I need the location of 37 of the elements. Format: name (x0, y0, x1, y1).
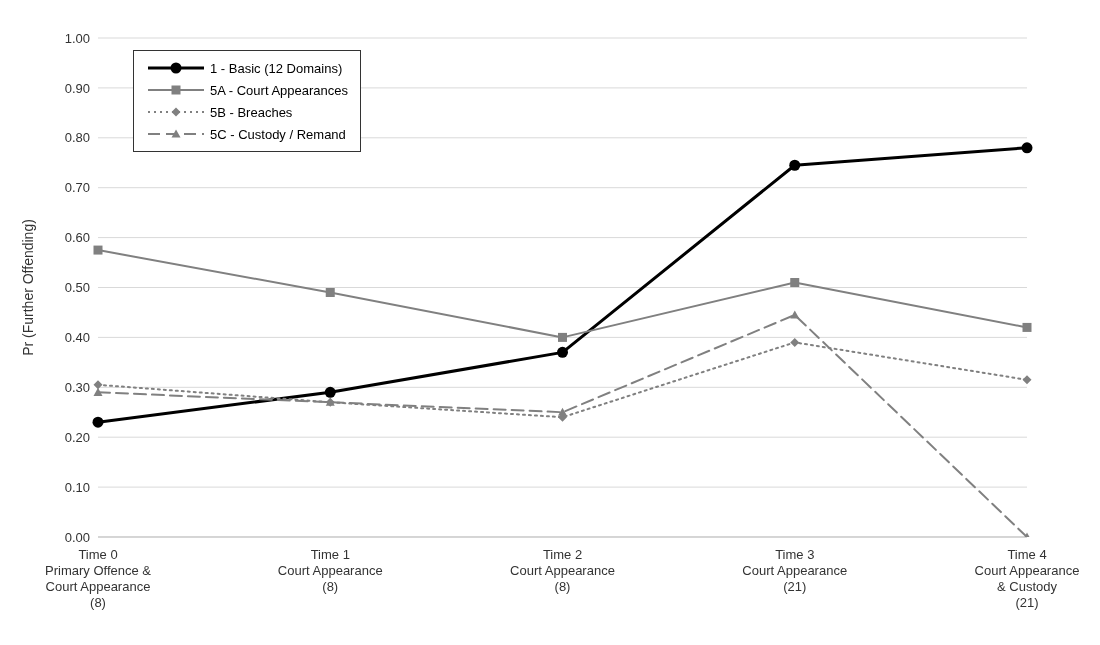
x-tick-label: Time 4 Court Appearance & Custody (21) (974, 547, 1080, 610)
point (558, 407, 567, 416)
x-tick-label: Time 1 Court Appearance (8) (277, 547, 383, 594)
y-tick-label: 0.90 (64, 80, 90, 96)
point (1021, 142, 1033, 154)
x-tick-label: Time 2 Court Appearance (8) (510, 547, 615, 594)
x-tick-label: Time 3 Court Appearance (21) (742, 547, 848, 594)
point (93, 245, 103, 255)
point (1022, 322, 1032, 332)
y-tick-label: 0.50 (64, 280, 90, 296)
point (558, 332, 567, 342)
y-tick-label: 1.00 (64, 30, 90, 46)
y-tick-label: 0.40 (64, 330, 90, 346)
legend-label: 1 - Basic (12 Domains) (210, 60, 343, 76)
y-tick-label: 0.30 (64, 379, 90, 395)
point (1022, 375, 1032, 385)
point (557, 346, 568, 358)
legend-label: 5C - Custody / Remand (210, 126, 346, 142)
y-tick-label: 0.10 (64, 479, 90, 495)
legend-label: 5A - Court Appearances (210, 82, 349, 98)
y-tick-label: 0.80 (64, 130, 90, 146)
point (93, 380, 103, 390)
point (325, 287, 335, 297)
x-tick-label: Time 0 Primary Offence & Court Appearance (8) (45, 547, 152, 610)
point (93, 387, 103, 396)
legend-label: 5B - Breaches (210, 104, 293, 120)
point (324, 386, 336, 398)
point (790, 278, 800, 288)
point (790, 310, 800, 319)
point (92, 416, 104, 428)
point (789, 159, 801, 171)
y-tick-label: 0.00 (64, 529, 90, 545)
y-tick-label: 0.70 (64, 180, 90, 196)
y-tick-label: 0.60 (64, 230, 90, 246)
y-tick-label: 0.20 (64, 429, 90, 445)
point (790, 337, 800, 347)
y-axis-title: Pr (Further Offending) (19, 219, 36, 356)
